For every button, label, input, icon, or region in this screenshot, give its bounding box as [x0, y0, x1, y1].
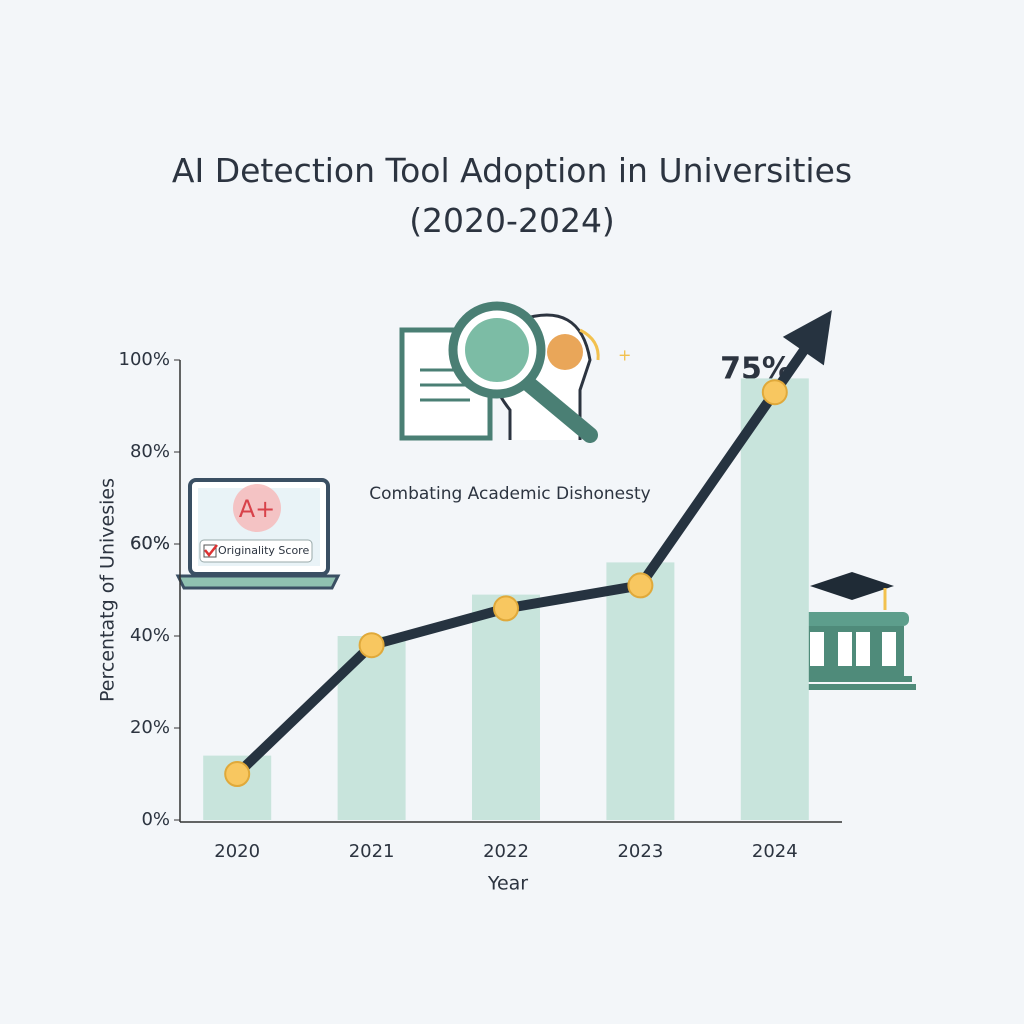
x-tick-label: 2024 [752, 841, 798, 862]
marker [761, 379, 788, 406]
marker [224, 761, 251, 787]
marker [358, 632, 385, 659]
chart-title: AI Detection Tool Adoption in Universiti… [171, 151, 853, 240]
trend-arrow-head [782, 310, 832, 366]
y-tick-label: 60% [130, 533, 170, 554]
y-tick-label: 40% [130, 625, 170, 646]
annotation: Combating Academic Dishonesty [369, 484, 650, 504]
detection-icon: + [399, 301, 631, 443]
bar [472, 594, 540, 820]
svg-text:+: + [618, 346, 631, 365]
university-icon [790, 572, 916, 690]
x-tick-label: 2023 [617, 841, 663, 862]
y-tick-label: 0% [141, 809, 170, 830]
y-tick-label: 100% [119, 349, 170, 370]
y-tick-label: 60% [130, 533, 170, 554]
bar [606, 562, 675, 820]
x-tick-label: 2020 [214, 841, 260, 862]
bar [740, 378, 809, 820]
grade-text: A+ [239, 495, 276, 523]
x-tick-label: 2022 [483, 841, 529, 862]
laptop-text: Originality Score [218, 544, 309, 557]
laptop-icon [175, 478, 341, 590]
x-axis-label: Year [487, 873, 528, 895]
y-tick-label: 20% [130, 717, 170, 738]
y-axis-label: Percentatg of Univesies [97, 478, 119, 702]
y-tick-label: 80% [130, 441, 170, 462]
x-tick-label: 2021 [349, 841, 395, 862]
marker [627, 572, 654, 599]
marker [493, 595, 519, 622]
